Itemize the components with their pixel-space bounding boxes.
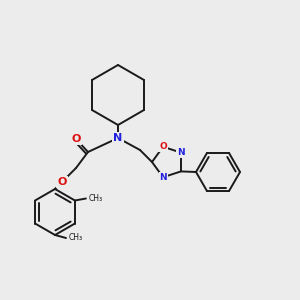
Text: CH₃: CH₃: [89, 194, 103, 203]
Text: N: N: [113, 133, 123, 143]
Text: N: N: [159, 173, 167, 182]
Text: O: O: [71, 134, 81, 144]
Text: O: O: [57, 177, 67, 187]
Text: CH₃: CH₃: [69, 233, 83, 242]
Text: O: O: [159, 142, 167, 151]
Text: N: N: [177, 148, 185, 157]
